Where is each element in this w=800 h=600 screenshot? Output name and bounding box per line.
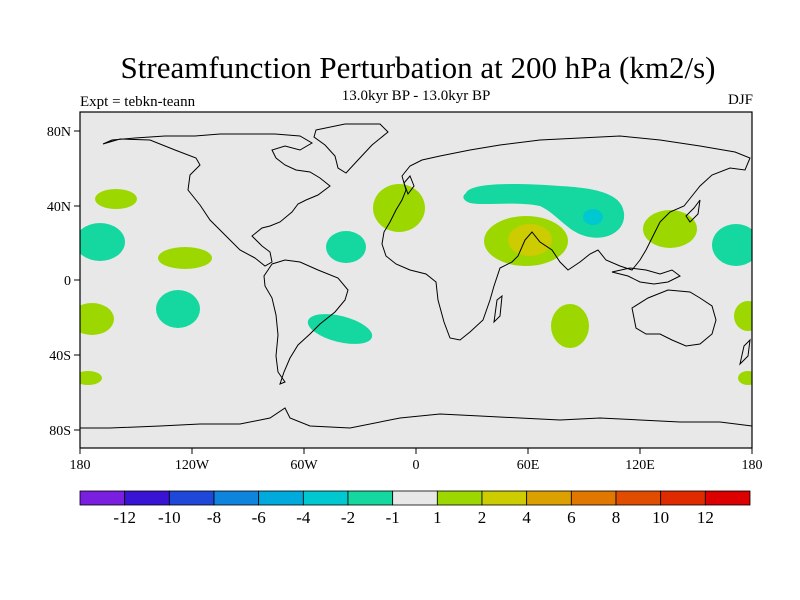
anomaly-far-south-pacific-positive <box>80 371 102 385</box>
colorbar-swatch <box>79 490 126 506</box>
colorbar <box>79 490 751 506</box>
colorbar-label: -8 <box>207 508 221 527</box>
x-tick-label: 60W <box>290 458 318 473</box>
x-tick-label: 120W <box>175 458 210 473</box>
colorbar-swatch <box>213 490 260 506</box>
colorbar-label: -12 <box>113 508 136 527</box>
x-tick-label: 0 <box>413 458 420 473</box>
colorbar-label: -10 <box>158 508 181 527</box>
colorbar-swatch <box>124 490 170 506</box>
anomaly-east-asia-positive <box>643 210 697 248</box>
colorbar-swatch <box>481 490 528 506</box>
coast-new-zealand <box>739 338 751 366</box>
colorbar-swatch <box>168 490 215 506</box>
colorbar-labels: -12 -10 -8 -6 -4 -2 -1 1 2 4 6 8 10 12 <box>113 508 713 527</box>
colorbar-swatch <box>660 490 706 506</box>
anomaly-south-atlantic-negative <box>307 314 373 344</box>
colorbar-label: -4 <box>296 508 311 527</box>
anomaly-atlantic-negative <box>326 231 366 263</box>
colorbar-label: 4 <box>522 508 531 527</box>
coast-australia <box>631 289 717 347</box>
anomaly-north-pacific-positive <box>95 189 137 209</box>
anomaly-indian-ocean-positive <box>551 304 589 348</box>
colorbar-label: 6 <box>567 508 576 527</box>
x-tick-label: 120E <box>625 458 655 473</box>
coast-eurasia-africa <box>381 135 751 341</box>
colorbar-label: 12 <box>697 508 714 527</box>
anomaly-west-pacific-negative <box>712 224 752 266</box>
coast-north-america <box>102 133 331 267</box>
coast-japan <box>685 199 701 223</box>
colorbar-label: 2 <box>478 508 487 527</box>
anomaly-east-pacific-positive <box>158 247 212 269</box>
anomaly-shading <box>80 123 752 429</box>
experiment-label: Expt = tebkn-teann <box>80 94 196 110</box>
y-tick-label: 80N <box>47 125 71 140</box>
anomaly-tasman-positive <box>738 371 752 385</box>
colorbar-swatch <box>570 490 617 506</box>
coastlines <box>80 123 752 429</box>
axis-ticks <box>74 130 753 454</box>
season-label: DJF <box>727 92 753 108</box>
plot-title: Streamfunction Perturbation at 200 hPa (… <box>120 50 716 85</box>
colorbar-swatch <box>347 490 394 506</box>
coast-south-america <box>263 259 349 385</box>
colorbar-label: 1 <box>433 508 442 527</box>
colorbar-label: -1 <box>386 508 400 527</box>
colorbar-label: -6 <box>252 508 266 527</box>
anomaly-south-pacific-negative <box>156 290 200 328</box>
anomaly-arabia-positive-core <box>508 224 552 256</box>
coast-antarctica <box>80 407 752 429</box>
map-background <box>80 112 752 448</box>
anomaly-south-pacific-positive <box>80 303 114 335</box>
y-tick-label: 40S <box>49 349 71 364</box>
x-tick-label: 180 <box>70 458 91 473</box>
x-tick-label: 180 <box>742 458 763 473</box>
anomaly-tibet-negative-core <box>583 209 603 225</box>
colorbar-swatch <box>302 490 349 506</box>
colorbar-label: 10 <box>652 508 669 527</box>
y-tick-label: 80S <box>49 424 71 439</box>
colorbar-swatch <box>392 490 438 506</box>
colorbar-swatch <box>526 490 572 506</box>
anomaly-central-pacific-negative <box>80 223 125 261</box>
colorbar-swatch <box>436 490 483 506</box>
anomaly-eurasia-negative <box>463 184 625 238</box>
colorbar-swatch <box>258 490 304 506</box>
coast-maritime-continent <box>611 267 681 285</box>
x-tick-label: 60E <box>517 458 540 473</box>
y-tick-label: 40N <box>47 200 71 215</box>
anomaly-iberia-positive <box>373 184 425 232</box>
colorbar-swatch <box>615 490 662 506</box>
coast-uk <box>403 175 415 196</box>
y-tick-label: 0 <box>64 274 71 289</box>
colorbar-label: 8 <box>612 508 621 527</box>
plot-subtitle: 13.0kyr BP - 13.0kyr BP <box>341 88 491 104</box>
colorbar-label: -2 <box>341 508 355 527</box>
coast-madagascar <box>493 294 503 324</box>
anomaly-far-southwest-pacific-positive <box>734 301 752 331</box>
coast-greenland <box>313 123 389 174</box>
colorbar-swatch <box>704 490 751 506</box>
